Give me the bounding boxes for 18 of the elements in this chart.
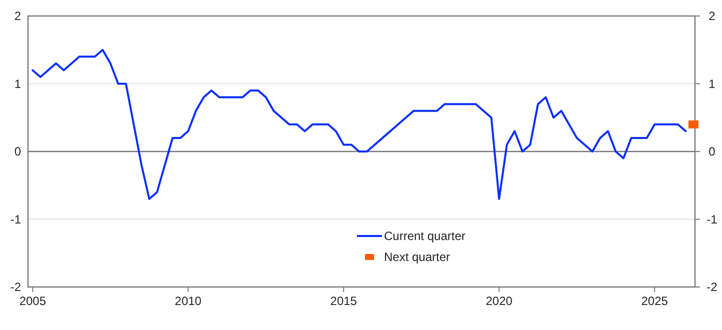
y-tick-label: 2 [14,9,22,23]
y2-tick-label: 0 [708,144,716,158]
y2-tick-label: 2 [708,9,716,23]
x-tick-label: 2020 [486,294,513,308]
y-tick-label: 0 [14,144,22,158]
x-tick-label: 2015 [330,294,358,308]
x-tick-label: 2005 [19,294,46,308]
legend-label: Next quarter [384,250,450,264]
line-series [32,48,687,200]
legend-label: Current quarter [384,229,466,243]
y-tick-label: -1 [10,212,22,226]
x-tick-label: 2010 [174,294,202,308]
y2-tick-label: -2 [706,280,718,294]
y-tick-label: -2 [10,280,22,294]
y2-tick-label: -1 [706,212,718,226]
x-tick-label: 2025 [641,294,668,308]
y-tick-label: 1 [14,76,22,91]
y2-tick-label: 1 [708,76,716,91]
